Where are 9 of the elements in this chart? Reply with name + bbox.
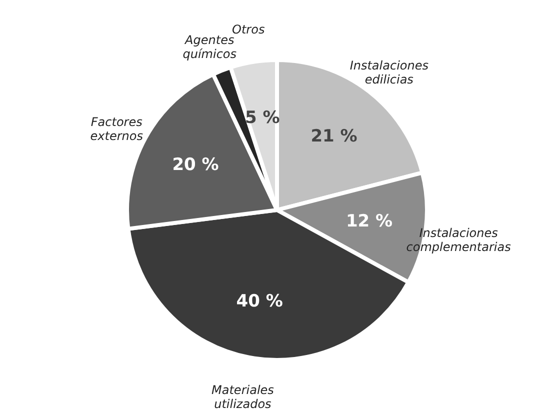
data-label: 40 % [236,291,283,312]
data-label: 20 % [172,155,219,176]
slice-label: Factores externos [90,114,143,143]
data-label: 12 % [346,212,393,232]
slice-label: Instalaciones complementarias [406,226,511,254]
slice-label: Materiales utilizados [212,382,274,411]
data-label: 5 % [245,108,280,128]
data-label: 21 % [310,126,358,147]
slice-label: Instalaciones edilicias [350,58,428,86]
